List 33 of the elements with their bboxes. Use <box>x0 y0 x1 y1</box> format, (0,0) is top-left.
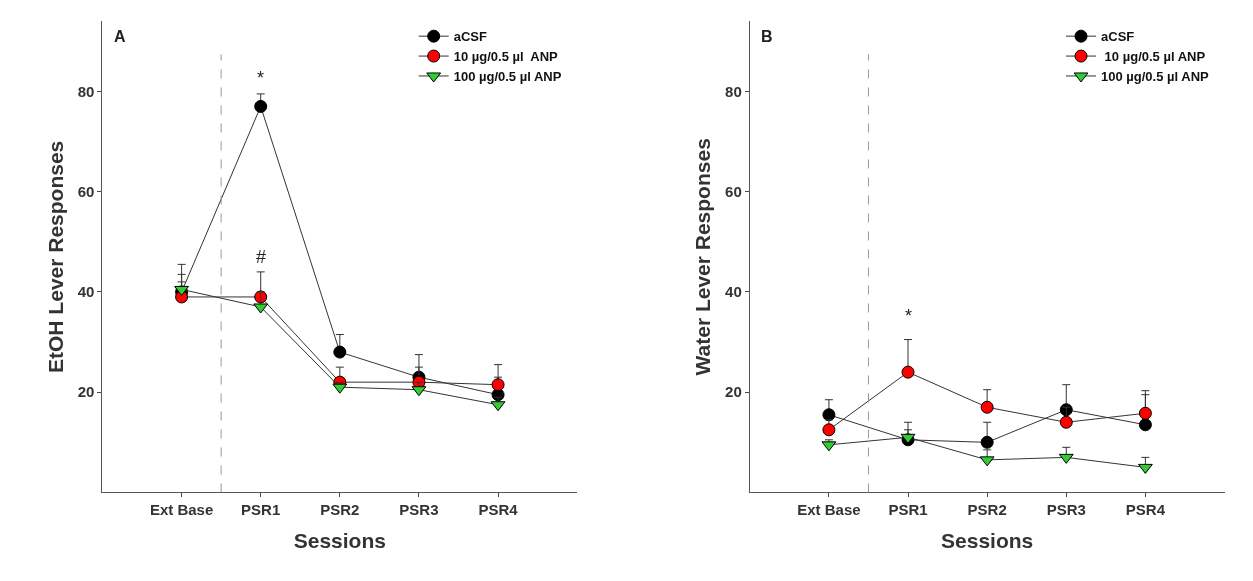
annotation: * <box>257 68 265 88</box>
y-tick-label: 80 <box>77 82 95 100</box>
annotation: * <box>905 306 913 326</box>
y-tick-label: 20 <box>725 383 742 401</box>
legend-label: aCSF <box>453 29 487 45</box>
y-tick-label: 40 <box>77 283 95 301</box>
y-tick-label: 60 <box>77 182 95 200</box>
legend-label: aCSF <box>1101 29 1135 45</box>
x-tick-label: PSR1 <box>888 501 928 519</box>
legend-label: 10 µg/0.5 µl ANP <box>453 49 559 65</box>
legend-label: 10 µg/0.5 µl ANP <box>1101 49 1206 65</box>
x-tick-label: PSR2 <box>967 501 1007 519</box>
y-axis-title: EtOH Lever Responses <box>43 140 67 373</box>
x-tick-label: PSR1 <box>241 501 281 519</box>
y-tick-label: 40 <box>725 283 742 301</box>
x-tick-label: PSR3 <box>399 501 439 519</box>
x-axis-title: Sessions <box>293 528 386 552</box>
x-axis-title: Sessions <box>941 528 1034 552</box>
y-axis-title: Water Lever Responses <box>691 138 715 376</box>
x-tick-label: Ext Base <box>797 501 861 519</box>
x-tick-label: PSR2 <box>320 501 360 519</box>
x-tick-label: PSR3 <box>1046 501 1086 519</box>
y-tick-label: 80 <box>725 82 742 100</box>
x-tick-label: PSR4 <box>478 501 519 519</box>
chart-title: A <box>114 28 126 45</box>
y-tick-label: 60 <box>725 182 742 200</box>
x-tick-label: PSR4 <box>1125 501 1166 519</box>
annotation: # <box>256 247 267 267</box>
y-tick-label: 20 <box>77 383 95 401</box>
x-tick-label: Ext Base <box>149 501 214 519</box>
legend-label: 100 µg/0.5 µl ANP <box>453 69 562 85</box>
chart-title: B <box>761 28 773 45</box>
legend-label: 100 µg/0.5 µl ANP <box>1101 69 1210 85</box>
